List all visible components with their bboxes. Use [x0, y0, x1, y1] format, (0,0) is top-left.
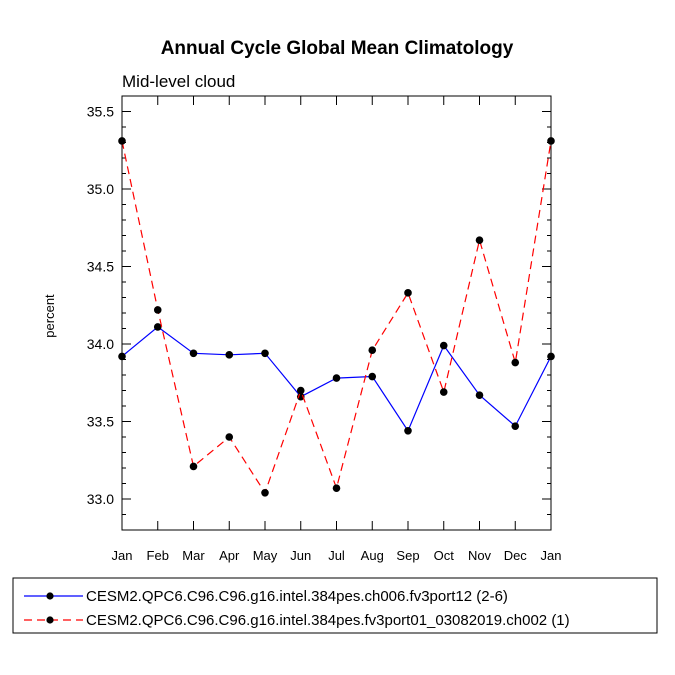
x-tick-label: Jul: [328, 548, 345, 563]
y-tick-label: 35.5: [87, 104, 114, 120]
x-tick-label: May: [253, 548, 278, 563]
legend-label-1: CESM2.QPC6.C96.C96.g16.intel.384pes.ch00…: [86, 588, 508, 605]
series-layer: [118, 137, 555, 497]
y-axis-label: percent: [42, 294, 57, 338]
series-line-2: [121, 140, 552, 495]
x-tick-label: Apr: [219, 548, 240, 563]
x-tick-label: Aug: [361, 548, 384, 563]
legend-marker-2: [46, 616, 54, 624]
data-point-series-2: [475, 236, 484, 244]
legend-entry-1: CESM2.QPC6.C96.C96.g16.intel.384pes.ch00…: [24, 588, 508, 605]
data-point-series-2: [296, 386, 305, 395]
x-tick-label: Nov: [468, 548, 492, 563]
data-point-series-2: [332, 484, 341, 492]
y-tick-label: 35.0: [87, 181, 114, 197]
data-point-series-2: [439, 388, 448, 396]
data-point-series-2: [261, 489, 269, 497]
data-point-series-1: [511, 422, 520, 430]
data-point-series-2: [153, 306, 162, 314]
legend-label-2: CESM2.QPC6.C96.C96.g16.intel.384pes.fv3p…: [86, 612, 570, 629]
y-tick-label: 34.0: [87, 336, 114, 352]
data-point-series-2: [118, 137, 126, 145]
data-point-series-2: [404, 289, 412, 297]
x-tick-label: Feb: [147, 548, 169, 563]
legend-entry-2: CESM2.QPC6.C96.C96.g16.intel.384pes.fv3p…: [24, 612, 570, 629]
y-tick-label: 34.5: [87, 259, 114, 275]
data-point-series-1: [332, 374, 341, 382]
data-point-series-1: [153, 323, 162, 331]
chart-subtitle: Mid-level cloud: [122, 72, 235, 91]
data-point-series-1: [189, 349, 198, 358]
x-tick-label: Dec: [504, 548, 528, 563]
x-tick-label: Mar: [182, 548, 205, 563]
y-tick-label: 33.0: [87, 491, 114, 507]
data-point-series-2: [368, 346, 377, 355]
x-tick-label: Jun: [290, 548, 311, 563]
y-axis: 33.0 33.5 34.0 34.5 35.0 35.5: [87, 95, 551, 531]
data-point-series-1: [475, 391, 484, 399]
data-point-series-1: [261, 349, 269, 358]
plot-frame: [121, 95, 552, 531]
x-axis: Jan Feb Mar Apr May Jun Jul Aug Sep Oct Nov Dec Jan: [112, 96, 562, 563]
data-point-series-2: [225, 433, 234, 441]
data-point-series-1: [547, 352, 555, 361]
x-tick-label: Oct: [434, 548, 455, 563]
data-point-series-2: [189, 462, 198, 471]
data-point-series-1: [439, 341, 448, 350]
data-point-series-1: [118, 352, 126, 361]
legend-marker-1: [46, 592, 54, 600]
data-point-series-1: [404, 427, 412, 435]
x-tick-label: Jan: [112, 548, 133, 563]
chart-title: Annual Cycle Global Mean Climatology: [161, 38, 514, 59]
x-tick-label: Jan: [541, 548, 562, 563]
x-tick-label: Sep: [396, 548, 419, 563]
data-point-series-2: [547, 137, 555, 145]
data-point-series-1: [368, 372, 377, 381]
y-tick-label: 33.5: [87, 414, 114, 430]
data-point-series-2: [511, 358, 520, 367]
legend-box: [12, 577, 658, 634]
data-point-series-1: [225, 351, 234, 359]
